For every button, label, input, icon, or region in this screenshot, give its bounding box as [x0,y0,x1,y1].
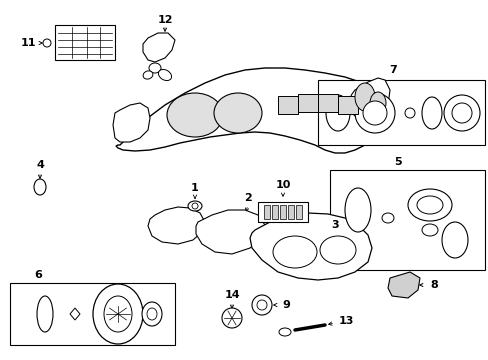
Ellipse shape [37,296,53,332]
Polygon shape [70,308,80,320]
Ellipse shape [143,71,153,79]
Ellipse shape [167,93,223,137]
Bar [55,25,115,60]
Text: 4: 4 [36,160,44,170]
Polygon shape [387,272,419,298]
Ellipse shape [421,224,437,236]
Bar [264,205,269,219]
Bar [271,205,278,219]
Ellipse shape [43,39,51,47]
Bar [297,94,317,112]
Polygon shape [142,33,175,62]
Ellipse shape [416,196,442,214]
Text: 1: 1 [191,183,199,193]
Ellipse shape [192,203,198,209]
Ellipse shape [443,95,479,131]
Ellipse shape [407,189,451,221]
Ellipse shape [104,296,132,332]
Ellipse shape [421,97,441,129]
Ellipse shape [325,95,349,131]
Ellipse shape [354,93,394,133]
Ellipse shape [214,93,262,133]
Text: 3: 3 [330,220,338,230]
Text: 9: 9 [282,300,289,310]
Text: 12: 12 [157,15,172,25]
Bar [295,205,302,219]
Bar [329,170,484,270]
Text: 6: 6 [34,270,42,280]
Ellipse shape [441,222,467,258]
Bar [278,96,297,114]
Ellipse shape [272,236,316,268]
Bar [280,205,285,219]
Text: 11: 11 [20,38,36,48]
Ellipse shape [279,328,290,336]
Ellipse shape [147,308,157,320]
Text: 10: 10 [275,180,290,190]
Ellipse shape [251,295,271,315]
Ellipse shape [362,101,386,125]
Polygon shape [113,103,150,142]
Bar [10,283,175,345]
Text: 14: 14 [224,290,239,300]
Polygon shape [148,207,204,244]
Text: 2: 2 [244,193,251,203]
Bar [258,202,307,222]
Bar [317,80,484,145]
Ellipse shape [319,236,355,264]
Polygon shape [196,210,264,254]
Polygon shape [347,78,389,120]
Ellipse shape [345,188,370,232]
Ellipse shape [451,103,471,123]
Ellipse shape [149,63,161,73]
Polygon shape [249,213,371,280]
Text: 7: 7 [388,65,396,75]
Bar [317,94,337,112]
Ellipse shape [187,201,202,211]
Ellipse shape [369,92,385,114]
Ellipse shape [257,300,266,310]
Polygon shape [116,68,389,153]
Ellipse shape [222,308,242,328]
Ellipse shape [381,213,393,223]
Ellipse shape [158,69,171,81]
Text: 5: 5 [393,157,401,167]
Text: 8: 8 [429,280,437,290]
Ellipse shape [354,83,374,111]
Ellipse shape [404,108,414,118]
Bar [337,96,357,114]
Bar [287,205,293,219]
Ellipse shape [93,284,142,344]
Ellipse shape [34,179,46,195]
Text: 13: 13 [338,316,353,326]
Ellipse shape [142,302,162,326]
